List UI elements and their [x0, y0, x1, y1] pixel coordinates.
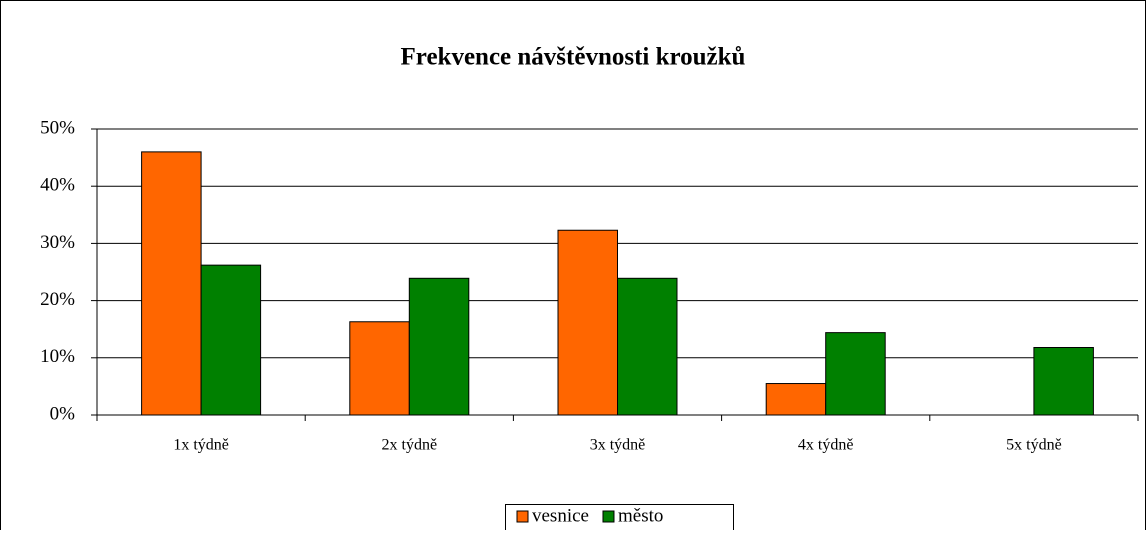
x-tick-label: 1x týdně: [173, 437, 229, 454]
y-tick-label: 30%: [40, 232, 75, 253]
legend-swatch: [516, 510, 529, 523]
bar: [349, 321, 410, 416]
bar: [141, 151, 202, 416]
x-tick-label: 5x týdně: [1006, 437, 1062, 454]
bar: [200, 264, 262, 416]
legend-label: vesnice: [532, 505, 589, 526]
bar: [617, 277, 678, 416]
bar: [825, 332, 886, 416]
x-tick-label: 3x týdně: [590, 437, 646, 454]
bar: [765, 383, 827, 416]
legend-swatch: [602, 510, 615, 523]
y-tick-label: 20%: [40, 289, 75, 310]
y-tick-label: 40%: [40, 175, 75, 196]
y-tick-label: 50%: [40, 117, 75, 138]
x-tick-label: 4x týdně: [798, 437, 854, 454]
bar: [557, 229, 618, 416]
y-tick-label: 0%: [50, 403, 76, 424]
bar: [1033, 347, 1094, 416]
y-tick-label: 10%: [40, 346, 75, 367]
chart-title: Frekvence návštěvnosti kroužků: [401, 44, 746, 71]
legend-label: město: [618, 505, 663, 526]
bar: [408, 277, 470, 416]
x-tick-label: 2x týdně: [382, 437, 438, 454]
